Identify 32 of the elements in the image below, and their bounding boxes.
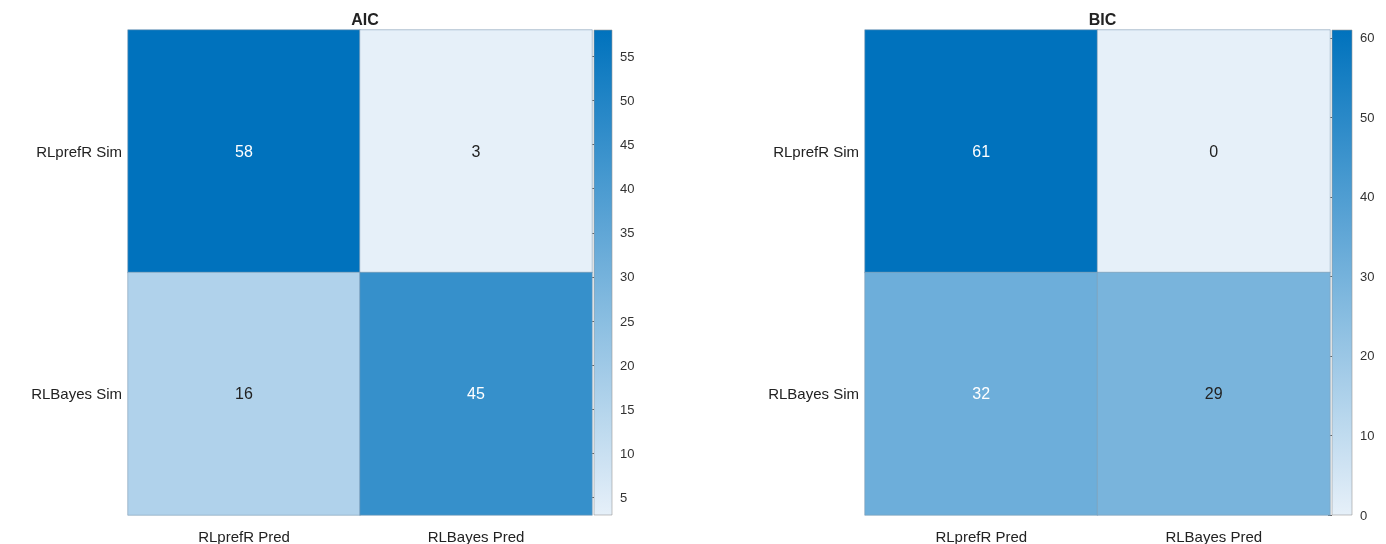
chart-title: BIC [1088, 10, 1117, 28]
data-label: 32 [972, 385, 991, 403]
data-label: 3 [471, 142, 481, 160]
y-tick-label: RLBayes Sim [31, 385, 122, 403]
color-bar-label: 55 [620, 48, 635, 64]
y-tick-label: RLprefR Sim [36, 142, 122, 160]
color-bar-label: 15 [620, 401, 635, 417]
chart-title: AIC [351, 10, 380, 28]
color-bar-label: 30 [1360, 268, 1375, 284]
data-label: 45 [467, 385, 485, 403]
color-bar-label: 10 [1360, 427, 1375, 443]
y-tick-label: RLBayes Sim [768, 385, 859, 403]
color-bar-label: 20 [1360, 348, 1375, 364]
data-label: 61 [972, 142, 991, 160]
color-bar-label: 10 [620, 445, 635, 461]
color-bar-label: 0 [1360, 507, 1368, 523]
color-bar-label: 50 [1360, 109, 1375, 125]
data-label: 58 [235, 142, 253, 160]
color-bar-label: 40 [1360, 189, 1375, 205]
data-label: 0 [1209, 142, 1219, 160]
color-bar-label: 45 [620, 137, 635, 153]
color-bar-label: 30 [620, 269, 635, 285]
color-bar-label: 35 [620, 225, 635, 241]
color-bar-label: 25 [620, 313, 635, 329]
y-tick-label: RLprefR Sim [773, 142, 859, 160]
data-label: 16 [235, 385, 253, 403]
color-bar-label: 40 [620, 181, 635, 197]
color-bar-label: 60 [1360, 30, 1375, 46]
data-label: 29 [1204, 385, 1223, 403]
color-bar-label: 20 [620, 357, 635, 373]
color-bar-label: 5 [620, 489, 628, 505]
color-bar-label: 50 [620, 93, 635, 109]
